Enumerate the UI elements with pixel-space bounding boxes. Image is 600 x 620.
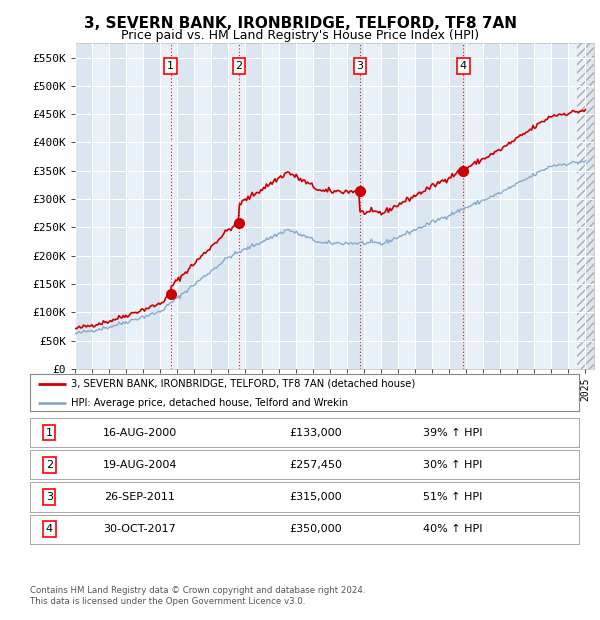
- Text: 51% ↑ HPI: 51% ↑ HPI: [423, 492, 482, 502]
- Bar: [449, 43, 466, 369]
- Text: 30% ↑ HPI: 30% ↑ HPI: [423, 460, 482, 470]
- Bar: [126, 43, 143, 369]
- Bar: [245, 43, 262, 369]
- Bar: [484, 43, 500, 369]
- Text: 1: 1: [167, 61, 174, 71]
- Text: £350,000: £350,000: [289, 525, 342, 534]
- Bar: [211, 43, 228, 369]
- Text: 26-SEP-2011: 26-SEP-2011: [104, 492, 175, 502]
- Text: 39% ↑ HPI: 39% ↑ HPI: [423, 428, 482, 438]
- Bar: [586, 43, 600, 369]
- Bar: [466, 43, 484, 369]
- Text: 30-OCT-2017: 30-OCT-2017: [103, 525, 176, 534]
- Bar: [551, 43, 568, 369]
- Text: 3: 3: [356, 61, 364, 71]
- Text: This data is licensed under the Open Government Licence v3.0.: This data is licensed under the Open Gov…: [30, 597, 305, 606]
- Bar: [228, 43, 245, 369]
- Bar: [177, 43, 194, 369]
- Text: 40% ↑ HPI: 40% ↑ HPI: [423, 525, 482, 534]
- Text: £257,450: £257,450: [289, 460, 342, 470]
- Text: £133,000: £133,000: [289, 428, 342, 438]
- Bar: [194, 43, 211, 369]
- Bar: [568, 43, 586, 369]
- Text: 4: 4: [46, 525, 53, 534]
- Text: HPI: Average price, detached house, Telford and Wrekin: HPI: Average price, detached house, Telf…: [71, 398, 348, 408]
- Text: 3, SEVERN BANK, IRONBRIDGE, TELFORD, TF8 7AN (detached house): 3, SEVERN BANK, IRONBRIDGE, TELFORD, TF8…: [71, 379, 415, 389]
- Bar: [109, 43, 126, 369]
- Bar: [535, 43, 551, 369]
- Bar: [143, 43, 160, 369]
- Bar: [160, 43, 177, 369]
- Bar: [433, 43, 449, 369]
- Bar: [75, 43, 92, 369]
- Text: 2: 2: [235, 61, 242, 71]
- Text: 19-AUG-2004: 19-AUG-2004: [103, 460, 177, 470]
- Bar: [347, 43, 364, 369]
- Text: Price paid vs. HM Land Registry's House Price Index (HPI): Price paid vs. HM Land Registry's House …: [121, 29, 479, 42]
- Text: 3, SEVERN BANK, IRONBRIDGE, TELFORD, TF8 7AN: 3, SEVERN BANK, IRONBRIDGE, TELFORD, TF8…: [83, 16, 517, 31]
- Bar: [577, 43, 594, 369]
- Bar: [500, 43, 517, 369]
- Bar: [381, 43, 398, 369]
- Bar: [330, 43, 347, 369]
- Bar: [262, 43, 279, 369]
- Bar: [415, 43, 433, 369]
- Bar: [364, 43, 381, 369]
- Text: 2: 2: [46, 460, 53, 470]
- Text: 4: 4: [460, 61, 467, 71]
- Bar: [398, 43, 415, 369]
- Text: £315,000: £315,000: [289, 492, 342, 502]
- Bar: [313, 43, 330, 369]
- Bar: [92, 43, 109, 369]
- Text: 16-AUG-2000: 16-AUG-2000: [103, 428, 177, 438]
- Bar: [517, 43, 535, 369]
- Text: 3: 3: [46, 492, 53, 502]
- Text: Contains HM Land Registry data © Crown copyright and database right 2024.: Contains HM Land Registry data © Crown c…: [30, 586, 365, 595]
- Bar: [296, 43, 313, 369]
- Bar: [279, 43, 296, 369]
- Text: 1: 1: [46, 428, 53, 438]
